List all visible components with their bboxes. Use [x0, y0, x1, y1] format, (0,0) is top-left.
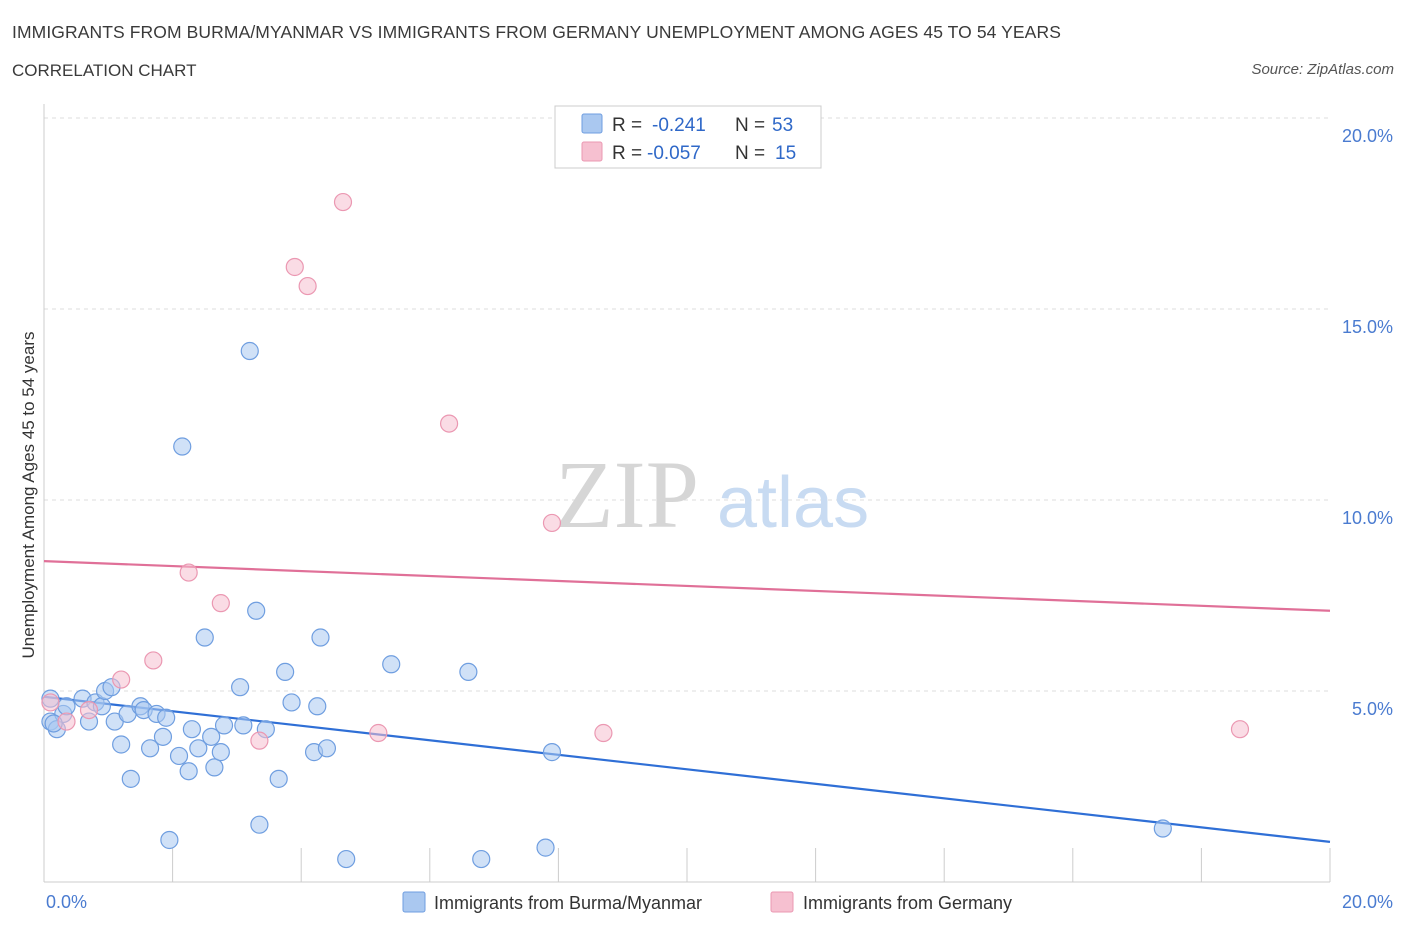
burma-point	[1153, 819, 1172, 838]
legend-item-burma[interactable]: Immigrants from Burma/Myanmar	[402, 891, 702, 913]
burma-point	[231, 678, 250, 697]
burma-trend-line	[43, 695, 1331, 843]
burma-point	[536, 838, 555, 857]
y-tick-label: 15.0%	[1342, 317, 1393, 337]
n-value: 53	[772, 115, 793, 136]
y-tick-label: 10.0%	[1342, 508, 1393, 528]
x-tick-label: 20.0%	[1342, 892, 1393, 912]
germany-point	[439, 414, 459, 433]
n-value: 15	[775, 143, 796, 164]
burma-legend-swatch	[402, 891, 426, 913]
germany-point	[144, 651, 163, 670]
data-points	[41, 192, 1250, 869]
germany-point	[333, 192, 353, 212]
germany-swatch	[581, 141, 603, 162]
watermark-zip: ZIP	[555, 441, 699, 548]
burma-point	[337, 849, 356, 869]
r-label: R =	[612, 143, 642, 164]
burma-point	[189, 739, 208, 758]
burma-point	[173, 437, 192, 456]
germany-point	[211, 594, 230, 613]
germany-point	[298, 276, 317, 296]
burma-point	[157, 708, 176, 727]
n-label: N =	[735, 115, 765, 136]
germany-point	[542, 513, 562, 533]
legend-label: Immigrants from Burma/Myanmar	[434, 893, 702, 913]
germany-point	[112, 670, 131, 689]
germany-legend-swatch	[770, 891, 794, 913]
burma-point	[121, 769, 140, 788]
germany-point	[1230, 720, 1250, 739]
y-tick-label: 20.0%	[1342, 126, 1393, 146]
burma-point	[195, 628, 214, 647]
stats-legend: R = -0.241 N = 53 R = -0.057 N = 15	[554, 105, 822, 169]
burma-point	[112, 735, 131, 754]
burma-point	[311, 628, 330, 647]
burma-swatch	[581, 113, 603, 134]
tick-labels: 5.0% 10.0% 15.0% 20.0% 0.0% 20.0%	[46, 126, 1393, 912]
burma-point	[382, 655, 401, 674]
burma-point	[472, 849, 491, 869]
burma-point	[160, 830, 179, 850]
burma-point	[269, 769, 288, 788]
y-axis-title: Unemployment Among Ages 45 to 54 years	[19, 332, 38, 659]
burma-point	[205, 758, 224, 777]
axes	[43, 104, 1331, 883]
burma-point	[153, 727, 173, 746]
trend-lines	[43, 560, 1331, 843]
chart-subtitle: CORRELATION CHART	[12, 61, 197, 80]
r-label: R =	[612, 115, 642, 136]
burma-point	[202, 727, 221, 746]
stats-row-burma: R = -0.241 N = 53	[581, 113, 793, 136]
bottom-legend: Immigrants from Burma/Myanmar Immigrants…	[402, 891, 1012, 913]
watermark: ZIP atlas	[555, 441, 869, 548]
germany-point	[369, 723, 388, 743]
legend-label: Immigrants from Germany	[803, 893, 1012, 913]
y-tick-label: 5.0%	[1352, 699, 1393, 719]
burma-point	[250, 815, 269, 834]
germany-point	[79, 700, 99, 720]
germany-point	[57, 712, 76, 731]
chart-title: IMMIGRANTS FROM BURMA/MYANMAR VS IMMIGRA…	[12, 22, 1061, 42]
r-value: -0.241	[652, 115, 706, 136]
germany-point	[41, 693, 60, 712]
burma-point	[182, 720, 201, 739]
stats-row-germany: R = -0.057 N = 15	[581, 141, 796, 164]
burma-point	[542, 743, 562, 762]
burma-point	[276, 662, 295, 682]
germany-point	[179, 563, 198, 582]
watermark-atlas: atlas	[717, 463, 869, 543]
burma-point	[169, 746, 189, 766]
burma-point	[308, 697, 327, 716]
burma-point	[214, 716, 234, 735]
burma-point	[140, 739, 160, 758]
burma-point	[282, 693, 301, 712]
burma-point	[247, 601, 266, 620]
burma-point	[179, 762, 198, 781]
legend-item-germany[interactable]: Immigrants from Germany	[770, 891, 1012, 913]
source-credit: Source: ZipAtlas.com	[1251, 61, 1394, 78]
r-value: -0.057	[647, 143, 701, 164]
burma-point	[211, 743, 230, 762]
burma-point	[317, 739, 337, 758]
grid-lines	[44, 117, 1330, 692]
germany-point	[594, 723, 613, 743]
burma-point	[234, 716, 253, 735]
burma-point	[57, 697, 76, 716]
germany-point	[285, 257, 304, 277]
n-label: N =	[735, 143, 765, 164]
burma-point	[459, 662, 478, 682]
germany-trend-line	[43, 560, 1331, 612]
germany-point	[250, 731, 269, 750]
x-tick-label: 0.0%	[46, 892, 87, 912]
burma-point	[240, 341, 259, 361]
